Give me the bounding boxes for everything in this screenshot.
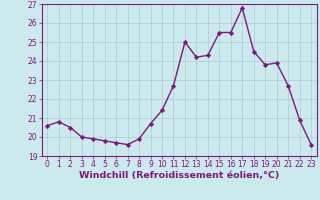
- X-axis label: Windchill (Refroidissement éolien,°C): Windchill (Refroidissement éolien,°C): [79, 171, 279, 180]
